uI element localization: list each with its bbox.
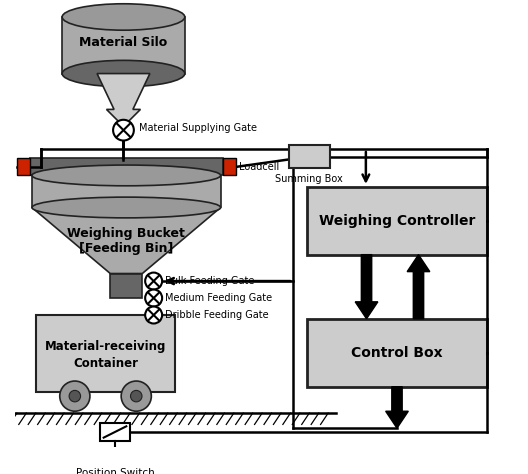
Text: Summing Box: Summing Box (276, 173, 343, 183)
Text: Container: Container (73, 356, 138, 370)
Bar (32, 175, 221, 208)
Polygon shape (97, 73, 150, 127)
Bar (17, 158, 30, 175)
Ellipse shape (32, 165, 221, 186)
Ellipse shape (62, 60, 185, 87)
Text: Control Box: Control Box (351, 346, 443, 360)
Polygon shape (32, 208, 221, 273)
Circle shape (130, 391, 142, 402)
Circle shape (121, 381, 152, 411)
Text: Material Silo: Material Silo (79, 36, 167, 49)
Polygon shape (385, 387, 408, 428)
Polygon shape (407, 255, 430, 319)
Circle shape (113, 120, 134, 140)
Text: Material Supplying Gate: Material Supplying Gate (138, 123, 257, 133)
Circle shape (145, 290, 162, 307)
Bar (62, 17, 185, 73)
Text: Position Switch: Position Switch (76, 468, 154, 474)
Text: Material-receiving: Material-receiving (45, 340, 166, 353)
Bar (36, 315, 175, 392)
Bar (307, 319, 487, 387)
Ellipse shape (32, 197, 221, 218)
Bar (307, 187, 487, 255)
Circle shape (145, 307, 162, 324)
Bar (100, 422, 130, 441)
Bar (222, 158, 235, 175)
Text: Loadcell: Loadcell (240, 162, 280, 172)
Text: Medium Feeding Gate: Medium Feeding Gate (165, 293, 272, 303)
Polygon shape (355, 255, 378, 319)
Text: Weighing Controller: Weighing Controller (319, 214, 475, 228)
Bar (30, 158, 222, 175)
Bar (110, 273, 143, 298)
Ellipse shape (62, 4, 185, 30)
Text: Bulk Feeding Gate: Bulk Feeding Gate (165, 276, 254, 286)
Circle shape (60, 381, 90, 411)
Text: Dribble Feeding Gate: Dribble Feeding Gate (165, 310, 269, 320)
Bar (288, 145, 330, 168)
Circle shape (69, 391, 81, 402)
Text: Weighing Bucket: Weighing Bucket (68, 228, 185, 240)
Text: [Feeding Bin]: [Feeding Bin] (79, 243, 174, 255)
Circle shape (145, 273, 162, 290)
